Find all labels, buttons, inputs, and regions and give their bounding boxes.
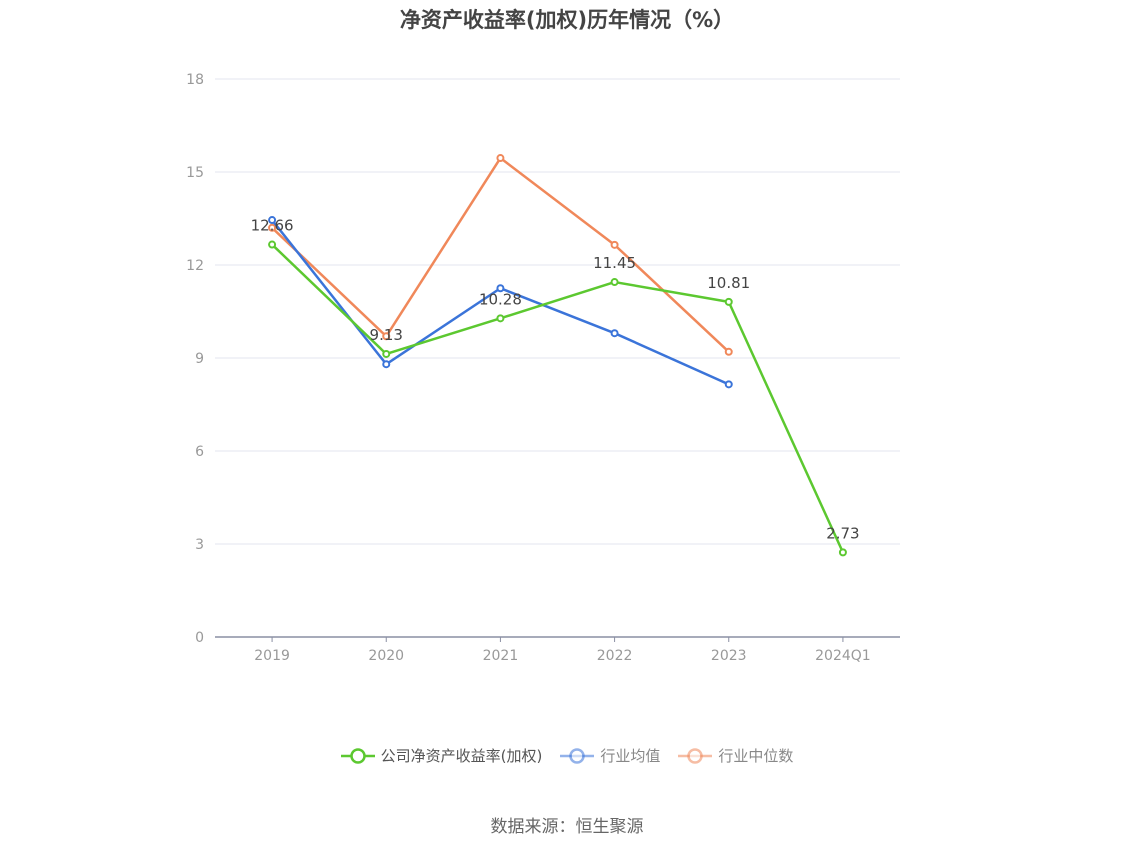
x-tick-label: 2024Q1 <box>815 648 871 664</box>
data-label: 9.13 <box>370 326 403 344</box>
data-point <box>382 332 391 341</box>
y-tick-label: 3 <box>195 537 204 553</box>
data-point <box>610 240 619 249</box>
data-label: 12.66 <box>251 217 294 235</box>
chart-legend: 公司净资产收益率(加权) 行业均值 行业中位数 <box>0 745 1134 766</box>
data-label: 11.45 <box>593 254 636 272</box>
data-point <box>724 297 733 306</box>
data-point <box>496 314 505 323</box>
data-point <box>268 223 277 232</box>
data-label: 10.81 <box>707 274 750 292</box>
data-point <box>268 216 277 225</box>
y-tick-label: 12 <box>186 258 204 274</box>
y-tick-label: 15 <box>186 165 204 181</box>
y-tick-label: 6 <box>195 444 204 460</box>
legend-label: 公司净资产收益率(加权) <box>380 747 543 765</box>
legend-marker-icon <box>560 747 595 764</box>
x-tick-label: 2021 <box>483 648 519 664</box>
data-source: 数据来源：恒生聚源 <box>490 817 644 837</box>
series-line <box>271 156 730 353</box>
data-point <box>382 360 391 369</box>
chart-title: 净资产收益率(加权)历年情况（%） <box>399 8 735 32</box>
data-point <box>268 240 277 249</box>
legend-item[interactable]: 行业中位数 <box>678 745 793 766</box>
x-tick-label: 2020 <box>368 648 404 664</box>
legend-marker-icon <box>340 747 375 764</box>
data-point <box>838 548 847 557</box>
legend-label: 行业均值 <box>600 747 661 765</box>
data-point <box>496 154 505 163</box>
y-tick-label: 18 <box>186 72 204 88</box>
y-tick-label: 9 <box>195 351 204 367</box>
x-tick-label: 2022 <box>597 648 633 664</box>
data-point <box>610 329 619 338</box>
data-point <box>496 284 505 293</box>
legend-item[interactable]: 公司净资产收益率(加权) <box>340 745 543 766</box>
data-point <box>382 349 391 358</box>
y-tick-label: 0 <box>195 630 204 646</box>
data-label: 2.73 <box>826 524 859 542</box>
x-tick-label: 2023 <box>711 648 747 664</box>
legend-label: 行业中位数 <box>718 747 794 765</box>
x-tick-label: 2019 <box>254 648 290 664</box>
data-label: 10.28 <box>479 290 522 308</box>
data-point <box>724 380 733 389</box>
data-point <box>610 278 619 287</box>
data-point <box>724 347 733 356</box>
legend-item[interactable]: 行业均值 <box>560 745 660 766</box>
series-line <box>271 243 845 553</box>
legend-marker-icon <box>678 747 713 764</box>
